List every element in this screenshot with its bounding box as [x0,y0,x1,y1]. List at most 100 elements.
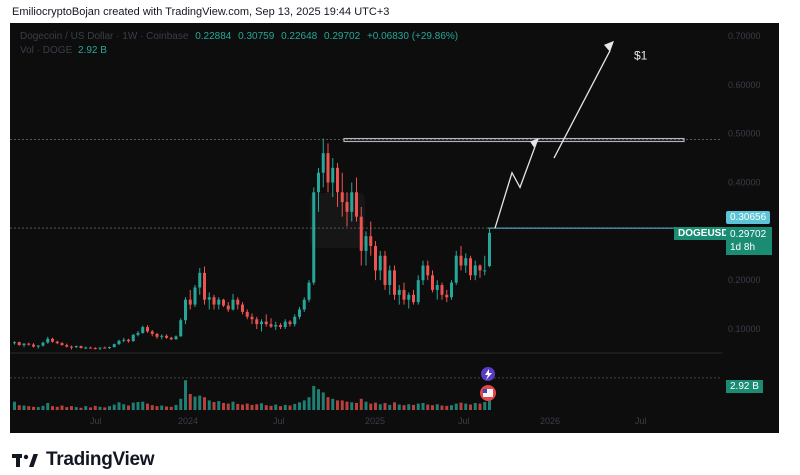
candle-body [236,299,240,305]
volume-bar [364,401,368,410]
candle-body [103,347,107,349]
legend-high-value: 0.30759 [238,31,275,42]
candle-body [478,265,482,271]
price-axis-tick: 0.70000 [728,31,761,41]
candle-body [89,347,92,349]
volume-bar [445,405,449,410]
candle-body [488,232,491,267]
candle-body [141,327,145,333]
volume-bar [160,405,164,410]
volume-bar [13,401,16,410]
volume-bar [459,402,463,410]
volume-bar [79,407,83,410]
volume-bar [293,403,297,410]
volume-bar [345,401,349,410]
candle-body [46,338,50,343]
volume-bar [46,402,50,410]
price-axis-tick: 0.50000 [728,129,761,139]
price-chart[interactable]: $1 0.70000 0.60000 0.50000 0.40000 0.20000 0.1… [10,23,779,433]
candle-body [469,258,472,276]
candle-body [122,339,126,341]
volume-bar [374,402,377,410]
volume-bar [245,403,249,410]
volume-bar [122,404,126,410]
volume-bar [469,404,472,410]
volume-bar [279,406,282,410]
candle-body [179,320,183,337]
volume-bar [397,404,401,410]
candle-body [312,192,316,283]
candle-body [231,299,235,310]
volume-bar [331,398,335,410]
volume-bar [393,402,396,410]
volume-bar [421,402,425,410]
volume-bar [146,403,149,410]
volume-bar [217,401,221,410]
volume-bar [169,406,173,410]
candle-body [169,337,173,340]
volume-bar [288,405,292,410]
chart-frame[interactable]: $1 0.70000 0.60000 0.50000 0.40000 0.20000 0.1… [10,23,779,433]
candle-body [378,255,382,271]
candle-body [369,236,373,246]
volume-bar [103,407,107,410]
volume-bar [70,406,73,410]
candle-body [445,294,449,298]
volume-bar [416,403,420,410]
volume-bar [51,406,54,410]
candle-body [264,321,268,325]
volume-bar [22,405,26,410]
candle-body [146,327,149,332]
candle-body [226,305,230,310]
volume-bar [226,403,230,410]
volume-bar [150,405,154,410]
candle-body [174,336,178,340]
volume-bar [17,405,21,410]
candle-body [203,272,206,300]
candle-body [70,346,73,348]
volume-bar [207,400,211,410]
tradingview-footer: TradingView [12,449,155,471]
candle-body [454,255,458,283]
volume-bar [260,403,263,410]
candle-body [421,265,425,281]
volume-tag: 2.92 B [726,380,763,393]
volume-bar [188,394,192,410]
candle-body [165,335,168,338]
volume-bar [464,403,468,410]
volume-bar [98,406,102,410]
candle-body [79,346,83,349]
time-axis-tick: 2025 [365,416,385,426]
candle-body [374,245,377,271]
volume-bar [274,404,278,410]
target-arrow-line [553,50,611,159]
candle-body [241,304,244,312]
candle-body [321,153,325,173]
candle-body [307,282,311,300]
candle-body [108,347,111,349]
volume-bar [435,404,439,410]
volume-bar [231,401,235,410]
time-axis-tick: Jul [273,416,285,426]
candle-body [459,255,463,266]
candle-body [98,347,102,349]
volume-bar [369,403,373,410]
volume-bar [336,400,339,410]
volume-bar [117,402,121,410]
volume-bar [426,404,430,410]
volume-bar [222,402,225,410]
time-axis-tick: 2024 [178,416,198,426]
candle-body [326,153,330,183]
candle-body [13,342,16,344]
volume-legend-label: Vol · DOGE [20,45,73,56]
volume-bar [264,405,268,410]
volume-bar [60,405,64,410]
candle-body [350,192,354,212]
candle-body [41,342,45,346]
lightning-glyph [485,369,492,380]
volume-bar [269,405,273,410]
candle-body [32,344,35,347]
candle-body [283,321,287,328]
legend-close-value: 0.29702 [324,31,361,42]
high-price-tag: 0.30656 [726,211,771,224]
